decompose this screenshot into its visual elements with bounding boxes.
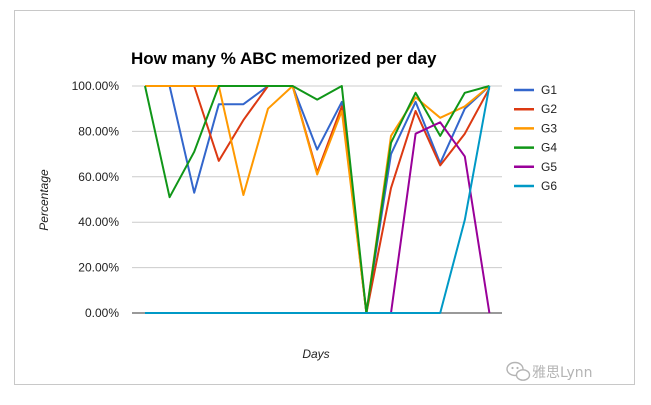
legend-item-g2: G2: [514, 102, 557, 116]
series-line-g6: [145, 85, 491, 314]
x-axis-title: Days: [302, 347, 329, 361]
legend-item-g3: G3: [514, 121, 557, 135]
y-tick-labels: 0.00% 20.00% 40.00% 60.00% 80.00% 100.00%: [72, 79, 120, 320]
legend-label: G3: [541, 121, 557, 135]
y-tick-label: 20.00%: [78, 261, 119, 275]
legend-label: G6: [541, 179, 557, 193]
y-tick-label: 60.00%: [78, 170, 119, 184]
series-line-g4: [144, 85, 490, 314]
legend-label: G2: [541, 102, 557, 116]
y-tick-label: 40.00%: [78, 215, 119, 229]
legend-item-g6: G6: [514, 179, 557, 193]
series-line-g3: [145, 85, 491, 314]
series-line-g1: [145, 85, 491, 314]
wechat-icon: [506, 361, 531, 381]
legend-label: G5: [541, 160, 557, 174]
y-tick-label: 100.00%: [72, 79, 120, 93]
chart-title: How many % ABC memorized per day: [131, 49, 437, 68]
chart-frame: [14, 10, 635, 385]
y-tick-label: 80.00%: [78, 124, 119, 138]
y-tick-label: 0.00%: [85, 306, 119, 320]
legend-item-g4: G4: [514, 141, 557, 155]
watermark-text: 雅思Lynn: [532, 365, 593, 381]
legend: G1 G2 G3 G4 G5 G6: [514, 83, 557, 193]
grid: [132, 85, 502, 314]
series-line-g2: [145, 85, 491, 314]
legend-label: G4: [541, 141, 557, 155]
legend-item-g5: G5: [514, 160, 557, 174]
series-lines: [144, 85, 491, 314]
legend-item-g1: G1: [514, 83, 557, 97]
y-axis-title: Percentage: [37, 169, 51, 231]
watermark: 雅思Lynn: [506, 361, 593, 381]
series-line-g5: [145, 121, 491, 314]
legend-label: G1: [541, 83, 557, 97]
